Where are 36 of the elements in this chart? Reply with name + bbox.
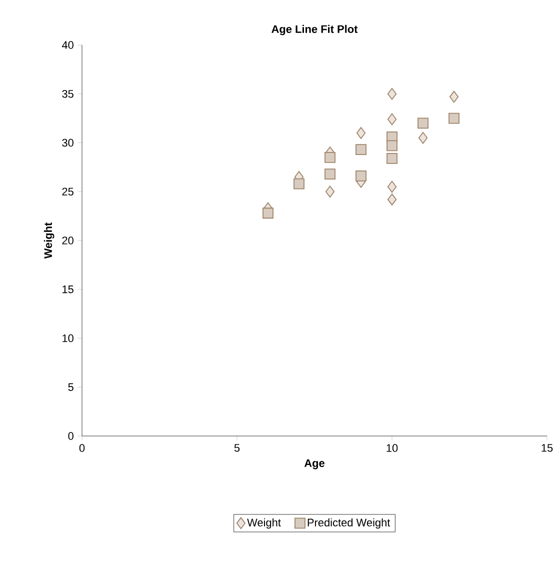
y-tick-label: 15 [62, 286, 74, 294]
point [324, 168, 336, 180]
point [325, 186, 335, 198]
y-tick-label: 20 [62, 236, 74, 244]
point [294, 178, 304, 190]
y-tick-label: 40 [62, 41, 74, 49]
point [324, 152, 336, 163]
point [449, 90, 459, 103]
chart-title: Age Line Fit Plot [272, 24, 358, 36]
point [387, 193, 397, 206]
point [418, 118, 428, 129]
y-axis-title: Weight [44, 222, 54, 259]
y-tick-label: 35 [62, 90, 74, 98]
legend-label: Predicted Weight [308, 518, 390, 529]
point [387, 88, 397, 100]
point [448, 112, 460, 124]
legend-label: Weight [247, 518, 281, 529]
x-tick-label: 5 [234, 444, 240, 452]
point [262, 208, 274, 219]
y-tick-label: 30 [62, 138, 74, 147]
point [356, 144, 366, 156]
y-tick-label: 25 [62, 188, 74, 196]
point [387, 113, 397, 126]
point [418, 132, 428, 144]
y-tick-label: 10 [62, 334, 74, 342]
x-tick-label: 15 [542, 444, 553, 452]
point [356, 170, 366, 182]
point [386, 140, 398, 152]
y-tick-label: 0 [68, 432, 74, 440]
point [386, 152, 398, 164]
point [356, 127, 366, 139]
x-tick-label: 0 [79, 444, 85, 452]
y-tick-label: 5 [68, 383, 74, 391]
x-tick-label: 10 [386, 444, 398, 452]
point [387, 180, 397, 193]
x-axis-title: Age [304, 459, 324, 470]
